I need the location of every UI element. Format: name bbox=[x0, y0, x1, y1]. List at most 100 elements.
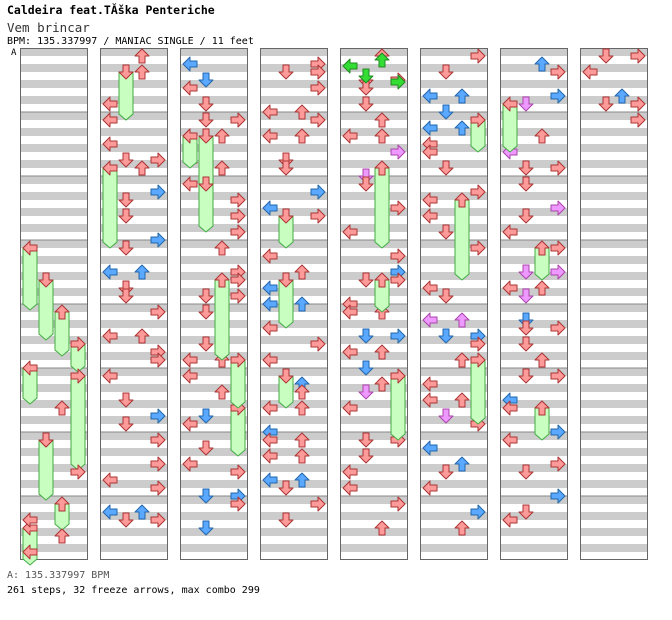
arrow-right bbox=[550, 488, 566, 504]
arrow-up bbox=[454, 520, 470, 536]
beat-stripe bbox=[100, 448, 168, 456]
beat-stripe bbox=[500, 384, 568, 392]
beat-stripe bbox=[500, 496, 568, 504]
arrow-left bbox=[262, 128, 278, 144]
arrow-left bbox=[22, 512, 38, 528]
arrow-right bbox=[550, 64, 566, 80]
arrow-up bbox=[454, 192, 470, 208]
beat-stripe bbox=[580, 432, 648, 440]
beat-stripe bbox=[260, 192, 328, 200]
arrow-up bbox=[294, 448, 310, 464]
arrow-right bbox=[230, 208, 246, 224]
beat-stripe bbox=[580, 208, 648, 216]
freeze-arrow bbox=[70, 375, 86, 471]
arrow-down bbox=[518, 160, 534, 176]
arrow-right bbox=[150, 432, 166, 448]
beat-stripe bbox=[260, 224, 328, 232]
beat-stripe bbox=[580, 528, 648, 536]
beat-stripe bbox=[100, 256, 168, 264]
beat-stripe bbox=[500, 176, 568, 184]
arrow-left bbox=[342, 128, 358, 144]
beat-stripe bbox=[580, 48, 648, 56]
chart-column bbox=[20, 48, 88, 560]
chart-column bbox=[180, 48, 248, 560]
arrow-down bbox=[438, 64, 454, 80]
beat-stripe bbox=[20, 432, 88, 440]
beat-stripe bbox=[260, 96, 328, 104]
beat-stripe bbox=[500, 512, 568, 520]
beat-stripe bbox=[420, 128, 488, 136]
beat-stripe bbox=[420, 544, 488, 552]
beat-stripe bbox=[420, 464, 488, 472]
beat-stripe bbox=[340, 80, 408, 88]
beat-stripe bbox=[340, 112, 408, 120]
beat-stripe bbox=[180, 544, 248, 552]
beat-stripe bbox=[580, 112, 648, 120]
arrow-left bbox=[262, 280, 278, 296]
arrow-right bbox=[390, 496, 406, 512]
arrow-down bbox=[358, 96, 374, 112]
beat-stripe bbox=[260, 256, 328, 264]
beat-stripe bbox=[340, 128, 408, 136]
beat-stripe bbox=[340, 448, 408, 456]
column-border bbox=[340, 48, 408, 560]
beat-stripe bbox=[340, 528, 408, 536]
beat-stripe bbox=[180, 192, 248, 200]
arrow-down bbox=[358, 360, 374, 376]
freeze-arrow bbox=[22, 247, 38, 311]
beat-stripe bbox=[260, 240, 328, 248]
beat-stripe bbox=[340, 432, 408, 440]
freeze-arrow bbox=[38, 279, 54, 341]
beat-stripe bbox=[20, 352, 88, 360]
freeze-arrow bbox=[102, 167, 118, 249]
beat-stripe bbox=[420, 528, 488, 536]
arrow-down bbox=[278, 368, 294, 384]
arrow-up bbox=[294, 264, 310, 280]
beat-stripe bbox=[500, 112, 568, 120]
bpm-summary: A: 135.337997 BPM bbox=[7, 570, 110, 581]
arrow-down bbox=[438, 104, 454, 120]
freeze-arrow bbox=[374, 167, 390, 249]
arrow-left bbox=[502, 280, 518, 296]
arrow-up bbox=[454, 120, 470, 136]
arrow-down bbox=[118, 288, 134, 304]
beat-stripe bbox=[420, 160, 488, 168]
arrow-right bbox=[390, 248, 406, 264]
arrow-right bbox=[550, 320, 566, 336]
beat-stripe bbox=[260, 304, 328, 312]
beat-stripe bbox=[500, 544, 568, 552]
beat-stripe bbox=[580, 128, 648, 136]
beat-stripe bbox=[580, 96, 648, 104]
beat-stripe bbox=[20, 448, 88, 456]
arrow-right bbox=[70, 336, 86, 352]
arrow-down bbox=[518, 368, 534, 384]
beat-stripe bbox=[580, 480, 648, 488]
beat-stripe bbox=[500, 224, 568, 232]
beat-stripe bbox=[180, 432, 248, 440]
beat-stripe bbox=[340, 192, 408, 200]
beat-stripe bbox=[500, 192, 568, 200]
beat-stripe bbox=[340, 496, 408, 504]
beat-stripe bbox=[180, 240, 248, 248]
beat-stripe bbox=[180, 320, 248, 328]
arrow-down bbox=[358, 176, 374, 192]
arrow-down bbox=[358, 432, 374, 448]
arrow-left bbox=[502, 432, 518, 448]
beat-stripe bbox=[580, 464, 648, 472]
arrow-right bbox=[470, 352, 486, 368]
arrow-up bbox=[214, 384, 230, 400]
beat-stripe bbox=[500, 432, 568, 440]
arrow-left bbox=[262, 400, 278, 416]
arrow-down bbox=[438, 328, 454, 344]
arrow-down bbox=[198, 288, 214, 304]
beat-stripe bbox=[420, 384, 488, 392]
beat-stripe bbox=[340, 336, 408, 344]
arrow-left bbox=[102, 112, 118, 128]
arrow-up bbox=[374, 128, 390, 144]
beat-stripe bbox=[20, 368, 88, 376]
beat-stripe bbox=[340, 384, 408, 392]
arrow-down bbox=[438, 160, 454, 176]
column-border bbox=[100, 48, 168, 560]
beat-stripe bbox=[20, 64, 88, 72]
beat-stripe bbox=[420, 192, 488, 200]
